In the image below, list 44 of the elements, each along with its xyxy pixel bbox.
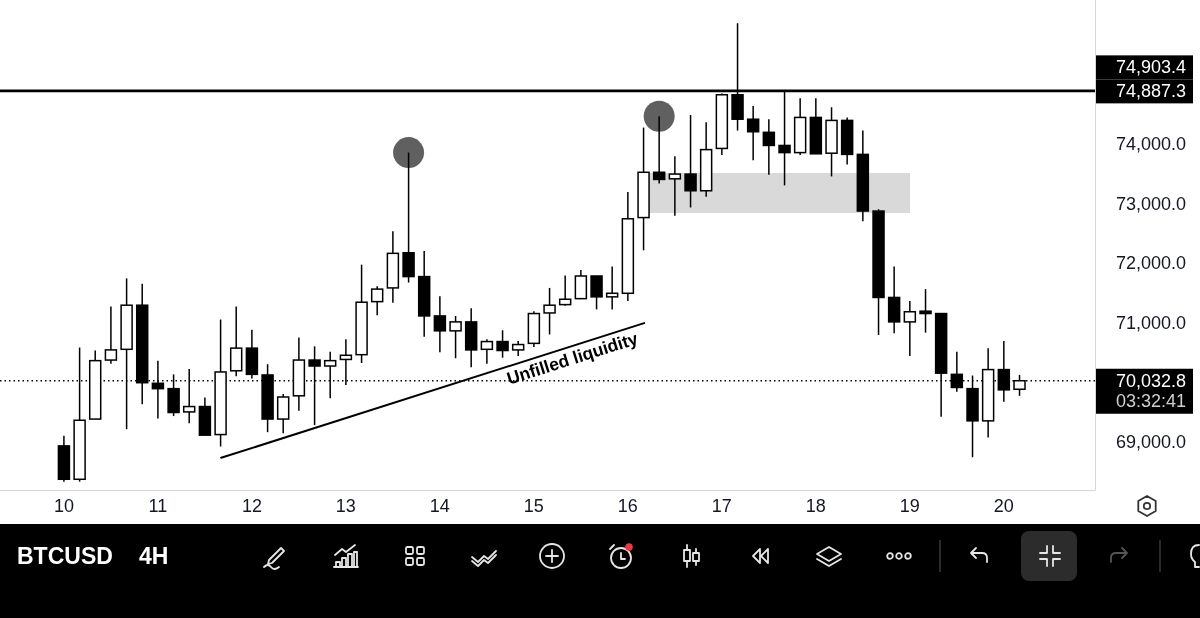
candlestick <box>652 115 666 185</box>
candlestick <box>370 285 384 317</box>
x-tick-label: 12 <box>241 496 262 516</box>
candlestick <box>323 350 337 399</box>
x-tick-label: 11 <box>148 496 168 516</box>
candlestick <box>919 288 932 334</box>
x-tick-label: 16 <box>617 496 638 516</box>
candlestick <box>997 340 1011 403</box>
candlestick <box>605 265 619 311</box>
x-tick-label: 10 <box>53 496 74 516</box>
x-tick-label: 19 <box>899 496 920 516</box>
candlestick <box>903 300 917 357</box>
ref-line-label: 74,903.4 <box>1115 57 1186 78</box>
text: 4H <box>139 543 169 569</box>
candlestick <box>433 295 447 354</box>
candlestick <box>746 105 760 162</box>
candlestick <box>480 338 494 365</box>
candlestick <box>558 274 572 307</box>
text: 03:32:41 <box>1115 390 1186 411</box>
x-tick-label: 13 <box>335 496 356 516</box>
candlestick <box>276 393 290 435</box>
x-tick-label: 20 <box>993 496 1014 516</box>
candlestick <box>762 118 776 176</box>
ref-line-label: 70,032.8 <box>1115 370 1186 391</box>
candlestick <box>402 151 415 284</box>
candlestick <box>574 269 588 300</box>
y-tick-label: 72,000.0 <box>1115 253 1186 274</box>
candlestick <box>543 287 556 336</box>
candlestick <box>684 114 697 209</box>
x-tick-label: 18 <box>805 496 826 516</box>
y-tick-label: 73,000.0 <box>1115 193 1186 214</box>
y-tick-label: 74,000.0 <box>1115 134 1186 155</box>
x-tick-label: 14 <box>429 496 450 516</box>
candlestick <box>104 305 118 365</box>
candlestick <box>449 315 462 360</box>
x-tick-label: 15 <box>523 496 544 516</box>
ref-line-label: 74,887.3 <box>1115 81 1186 102</box>
text: BTCUSD <box>17 543 113 569</box>
y-tick-label: 71,000.0 <box>1115 313 1186 334</box>
candlestick <box>668 155 682 217</box>
x-tick-label: 17 <box>711 496 732 516</box>
candlestick <box>590 275 603 311</box>
y-tick-label: 69,000.0 <box>1115 432 1186 453</box>
candlestick <box>229 305 243 377</box>
